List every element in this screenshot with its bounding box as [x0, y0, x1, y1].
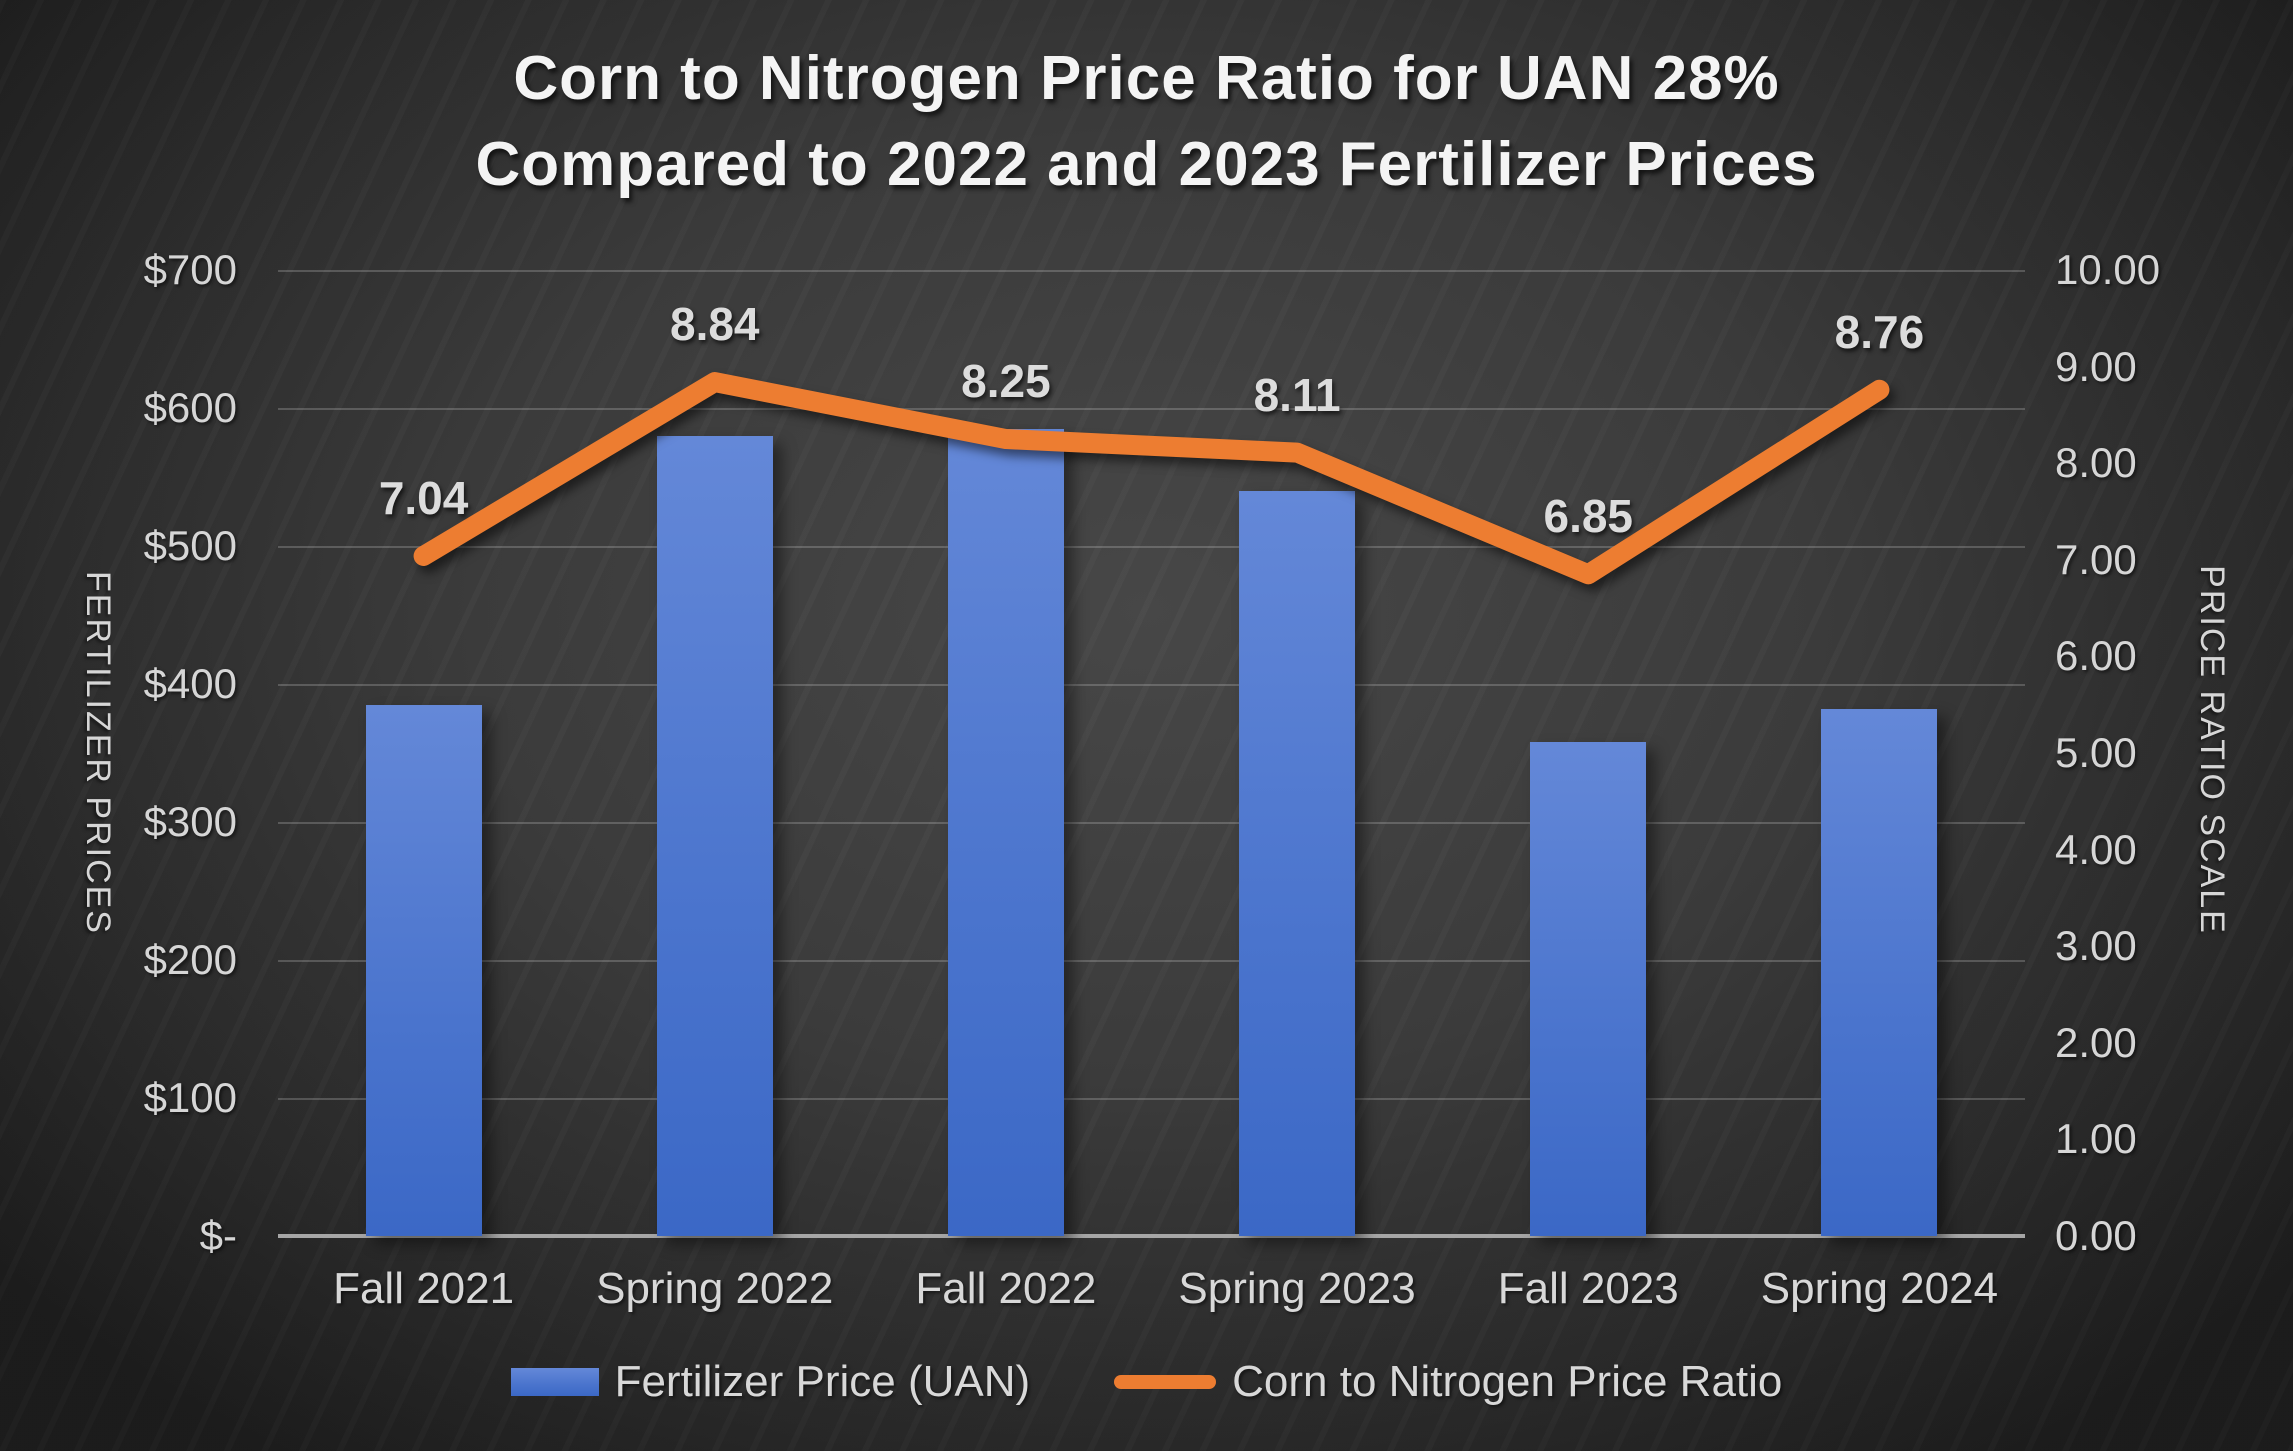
right-axis-tick: 6.00 — [2055, 632, 2137, 680]
x-axis-label: Spring 2023 — [1178, 1264, 1416, 1313]
right-axis-tick: 8.00 — [2055, 439, 2137, 487]
gridline — [278, 546, 2025, 548]
chart-title-line2: Compared to 2022 and 2023 Fertilizer Pri… — [475, 130, 1818, 199]
fertilizer-price-bar — [656, 435, 773, 1236]
gridline — [278, 822, 2025, 824]
left-axis-tick: $700 — [143, 246, 237, 293]
x-axis-label: Spring 2022 — [596, 1264, 834, 1313]
ratio-data-label: 7.04 — [378, 471, 469, 524]
fertilizer-price-bar — [365, 704, 482, 1236]
left-axis-title: FERTILIZER PRICES — [79, 571, 117, 935]
fertilizer-price-bar — [1821, 708, 1938, 1236]
legend-item-fertilizer-price: Fertilizer Price (UAN) — [510, 1357, 1031, 1407]
ratio-data-label: 6.85 — [1543, 490, 1634, 543]
right-axis-title: PRICE RATIO SCALE — [2193, 565, 2231, 935]
right-axis-tick: 10.00 — [2055, 246, 2161, 293]
x-axis-line — [278, 1234, 2025, 1238]
left-axis-tick: $600 — [143, 384, 237, 431]
x-axis-label: Spring 2024 — [1760, 1264, 1999, 1313]
fertilizer-price-bar — [1239, 490, 1356, 1236]
gridline — [278, 684, 2025, 686]
x-axis-label: Fall 2023 — [1497, 1264, 1679, 1313]
fertilizer-price-bar — [1530, 741, 1647, 1236]
line-series-swatch-icon — [1114, 1375, 1217, 1389]
x-axis-label: Fall 2021 — [333, 1264, 515, 1313]
ratio-data-label: 8.76 — [1834, 305, 1925, 358]
ratio-data-label: 8.11 — [1253, 368, 1341, 421]
right-axis-tick: 1.00 — [2055, 1115, 2137, 1163]
left-axis-tick: $500 — [143, 522, 237, 569]
ratio-data-label: 8.25 — [961, 355, 1051, 408]
fertilizer-price-bar — [947, 428, 1064, 1236]
gridline — [278, 270, 2025, 272]
gridline — [278, 960, 2025, 962]
left-axis-tick: $100 — [143, 1074, 237, 1121]
right-axis-tick: 0.00 — [2055, 1212, 2137, 1259]
x-axis-label: Fall 2022 — [915, 1264, 1097, 1313]
legend-label: Corn to Nitrogen Price Ratio — [1232, 1357, 1783, 1406]
bar-series-swatch-icon — [510, 1368, 599, 1396]
left-axis-tick: $300 — [143, 798, 237, 845]
right-axis-tick: 7.00 — [2055, 535, 2137, 583]
left-axis-tick: $200 — [143, 936, 237, 983]
right-axis-tick: 3.00 — [2055, 922, 2137, 970]
left-axis-tick: $400 — [143, 660, 237, 707]
chart-title: Corn to Nitrogen Price Ratio for UAN 28%… — [0, 36, 2293, 208]
right-axis-tick: 2.00 — [2055, 1018, 2137, 1066]
legend-label: Fertilizer Price (UAN) — [614, 1357, 1031, 1406]
right-axis-tick: 9.00 — [2055, 342, 2137, 390]
legend: Fertilizer Price (UAN) Corn to Nitrogen … — [0, 1350, 2293, 1414]
left-axis-tick: $- — [199, 1212, 237, 1259]
chart-title-line1: Corn to Nitrogen Price Ratio for UAN 28% — [513, 44, 1780, 113]
ratio-data-label: 8.84 — [669, 298, 760, 351]
right-axis-tick: 5.00 — [2055, 729, 2137, 776]
gridline — [278, 1098, 2025, 1100]
price-ratio-line — [413, 372, 1890, 585]
right-axis-tick: 4.00 — [2055, 825, 2137, 873]
legend-item-price-ratio: Corn to Nitrogen Price Ratio — [1114, 1357, 1782, 1407]
gridline — [278, 408, 2025, 410]
price-ratio-polyline — [413, 372, 1890, 585]
plot-area: 7.04 8.84 8.25 8.11 6.85 8.76 — [278, 270, 2025, 1238]
